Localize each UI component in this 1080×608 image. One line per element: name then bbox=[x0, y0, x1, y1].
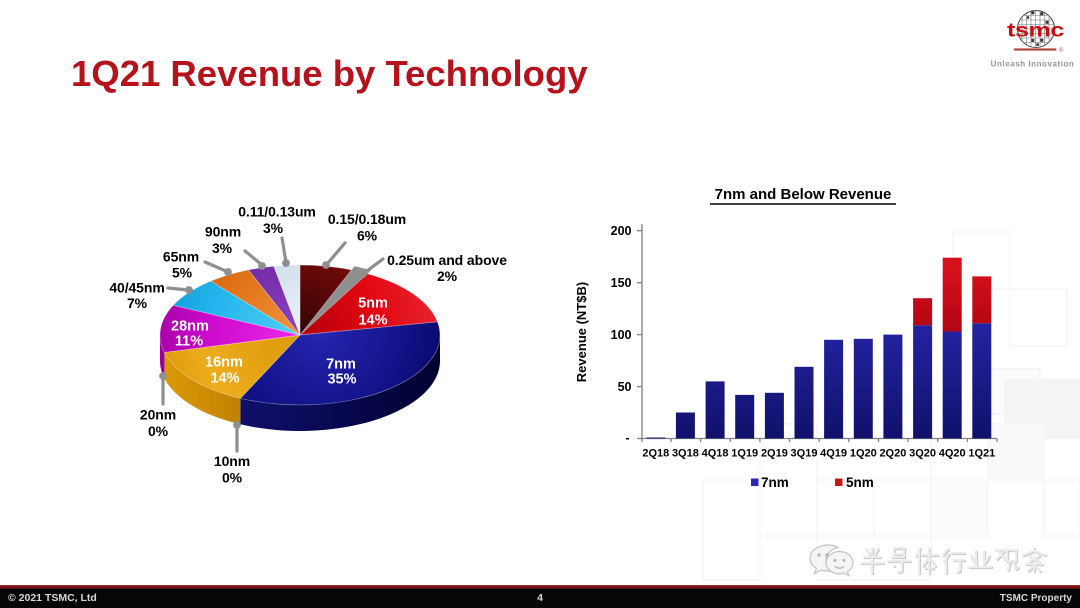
svg-text:40/45nm: 40/45nm bbox=[109, 280, 164, 296]
svg-text:-: - bbox=[625, 431, 629, 445]
svg-text:5nm: 5nm bbox=[358, 296, 388, 312]
svg-text:2Q18: 2Q18 bbox=[642, 448, 669, 460]
svg-text:20nm: 20nm bbox=[140, 407, 176, 423]
svg-text:4Q20: 4Q20 bbox=[939, 448, 966, 460]
svg-text:3%: 3% bbox=[212, 240, 233, 256]
svg-text:2%: 2% bbox=[437, 268, 458, 284]
svg-text:90nm: 90nm bbox=[205, 224, 241, 240]
svg-text:14%: 14% bbox=[210, 371, 239, 387]
svg-text:10nm: 10nm bbox=[214, 453, 250, 469]
svg-text:200: 200 bbox=[611, 224, 632, 238]
svg-text:2Q20: 2Q20 bbox=[879, 448, 906, 460]
svg-text:3Q19: 3Q19 bbox=[791, 448, 818, 460]
svg-text:0%: 0% bbox=[222, 470, 243, 486]
svg-text:5%: 5% bbox=[172, 265, 193, 281]
svg-text:35%: 35% bbox=[327, 372, 356, 388]
svg-text:7nm and Below Revenue: 7nm and Below Revenue bbox=[715, 186, 892, 203]
svg-text:Revenue (NT$B): Revenue (NT$B) bbox=[574, 282, 589, 382]
svg-text:65nm: 65nm bbox=[163, 249, 199, 265]
svg-text:5nm: 5nm bbox=[846, 475, 874, 490]
svg-text:3Q18: 3Q18 bbox=[672, 448, 699, 460]
svg-text:1Q19: 1Q19 bbox=[731, 448, 758, 460]
svg-text:1Q21: 1Q21 bbox=[968, 448, 995, 460]
svg-text:4Q18: 4Q18 bbox=[702, 448, 729, 460]
svg-text:0.11/0.13um: 0.11/0.13um bbox=[238, 204, 316, 220]
svg-text:Unleash Innovation: Unleash Innovation bbox=[991, 60, 1075, 69]
svg-text:6%: 6% bbox=[357, 228, 378, 244]
svg-text:7nm: 7nm bbox=[326, 357, 356, 373]
svg-text:0.25um and above: 0.25um and above bbox=[387, 252, 507, 268]
svg-text:7nm: 7nm bbox=[761, 475, 789, 490]
svg-text:3Q20: 3Q20 bbox=[909, 448, 936, 460]
svg-text:4Q19: 4Q19 bbox=[820, 448, 847, 460]
svg-text:11%: 11% bbox=[175, 334, 203, 350]
svg-text:2Q19: 2Q19 bbox=[761, 448, 788, 460]
svg-text:3%: 3% bbox=[263, 220, 284, 236]
svg-text:100: 100 bbox=[611, 328, 632, 342]
svg-text:0.15/0.18um: 0.15/0.18um bbox=[328, 211, 406, 227]
svg-text:7%: 7% bbox=[127, 295, 148, 311]
svg-text:0%: 0% bbox=[148, 423, 169, 439]
svg-text:28nm: 28nm bbox=[171, 319, 209, 335]
svg-text:®: ® bbox=[1059, 47, 1064, 54]
svg-text:16nm: 16nm bbox=[205, 355, 243, 371]
svg-text:150: 150 bbox=[611, 276, 632, 290]
svg-text:14%: 14% bbox=[358, 313, 387, 329]
svg-text:50: 50 bbox=[618, 380, 632, 394]
svg-text:tsmc: tsmc bbox=[1007, 19, 1064, 40]
svg-text:1Q20: 1Q20 bbox=[850, 448, 877, 460]
